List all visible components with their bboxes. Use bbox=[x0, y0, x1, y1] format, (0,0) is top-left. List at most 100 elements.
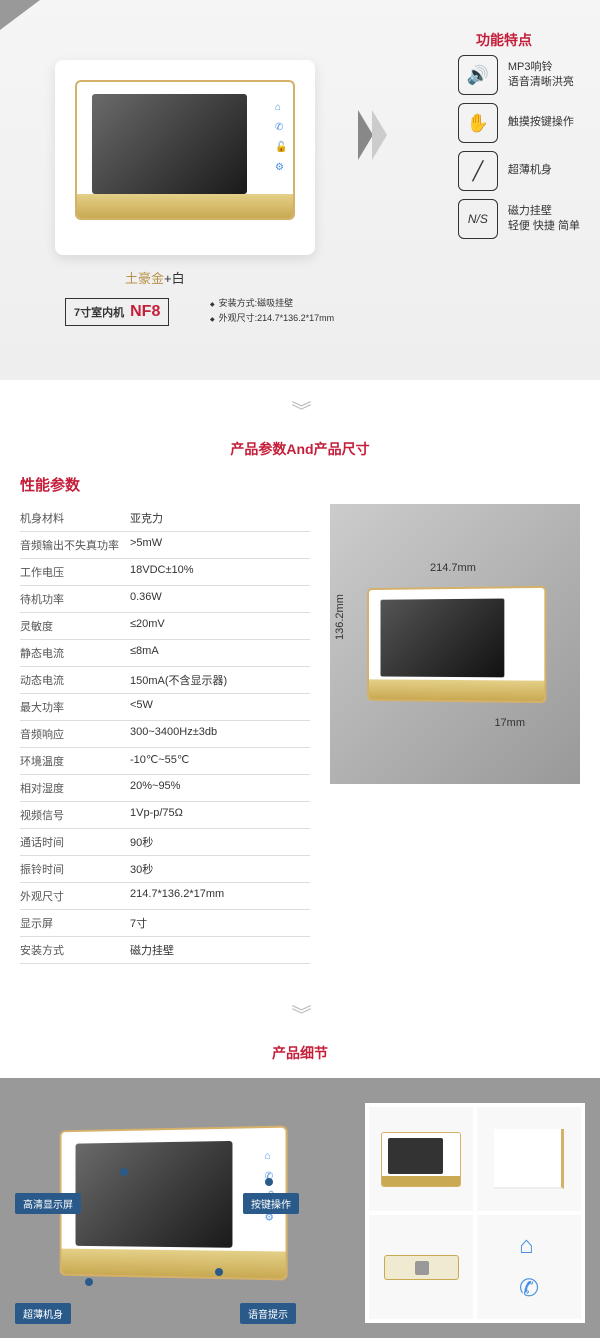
arrow-icon bbox=[360, 110, 390, 160]
spec-key: 相对湿度 bbox=[20, 780, 130, 796]
spec-value: 20%~95% bbox=[130, 780, 180, 796]
spec-row: 相对湿度20%~95% bbox=[20, 775, 310, 802]
features-heading: 功能特点 bbox=[476, 30, 532, 50]
spec-key: 视频信号 bbox=[20, 807, 130, 823]
spec-row: 动态电流150mA(不含显示器) bbox=[20, 667, 310, 694]
dim-height-label: 136.2mm bbox=[334, 594, 346, 640]
spec-row: 音频输出不失真功率>5mW bbox=[20, 532, 310, 559]
section-title-specs: 产品参数And产品尺寸 bbox=[0, 439, 600, 474]
detail-thumb bbox=[477, 1107, 581, 1211]
device-gold-band bbox=[77, 194, 293, 218]
features-list: 🔊 MP3响铃语音清晰洪亮 ✋ 触摸按键操作 ╱ 超薄机身 N/S 磁力挂壁轻便… bbox=[458, 55, 580, 239]
chevron-divider-icon: ︾ bbox=[0, 380, 600, 439]
callout-voice: 语音提示 bbox=[240, 1303, 296, 1324]
magnet-icon: N/S bbox=[458, 199, 498, 239]
spec-value: 18VDC±10% bbox=[130, 564, 194, 580]
model-badge: 7寸室内机 NF8 bbox=[65, 298, 169, 326]
device-screen bbox=[92, 94, 247, 194]
spec-key: 音频输出不失真功率 bbox=[20, 537, 130, 553]
spec-value: 30秒 bbox=[130, 861, 153, 877]
dim-device-mock bbox=[367, 585, 546, 702]
detail-thumb bbox=[369, 1107, 473, 1211]
dim-width-label: 214.7mm bbox=[430, 562, 476, 574]
spec-key: 静态电流 bbox=[20, 645, 130, 661]
product-showcase: ⌂✆🔓⚙ bbox=[55, 60, 315, 255]
spec-row: 机身材料亚克力 bbox=[20, 505, 310, 532]
specs-table: 机身材料亚克力音频输出不失真功率>5mW工作电压18VDC±10%待机功率0.3… bbox=[20, 505, 310, 964]
home-icon: ⌂ bbox=[519, 1232, 539, 1260]
device-touch-icons: ⌂✆🔓⚙ bbox=[275, 102, 285, 172]
model-code: NF8 bbox=[130, 303, 160, 321]
spec-key: 环境温度 bbox=[20, 753, 130, 769]
model-label: 7寸室内机 bbox=[74, 304, 124, 320]
feature-item: N/S 磁力挂壁轻便 快捷 简单 bbox=[458, 199, 580, 239]
spec-value: >5mW bbox=[130, 537, 162, 553]
detail-thumb bbox=[369, 1215, 473, 1319]
feature-item: 🔊 MP3响铃语音清晰洪亮 bbox=[458, 55, 580, 95]
spec-key: 动态电流 bbox=[20, 672, 130, 688]
spec-value: 214.7*136.2*17mm bbox=[130, 888, 224, 904]
specs-heading: 性能参数 bbox=[20, 474, 310, 495]
spec-key: 机身材料 bbox=[20, 510, 130, 526]
callout-body: 超薄机身 bbox=[15, 1303, 71, 1324]
spec-key: 工作电压 bbox=[20, 564, 130, 580]
touch-icon: ✋ bbox=[458, 103, 498, 143]
spec-key: 外观尺寸 bbox=[20, 888, 130, 904]
specs-table-container: 性能参数 机身材料亚克力音频输出不失真功率>5mW工作电压18VDC±10%待机… bbox=[20, 474, 310, 964]
spec-value: -10℃~55℃ bbox=[130, 753, 189, 769]
slim-icon: ╱ bbox=[458, 151, 498, 191]
spec-row: 振铃时间30秒 bbox=[20, 856, 310, 883]
product-name: 土豪金+白 bbox=[125, 268, 185, 287]
spec-row: 外观尺寸214.7*136.2*17mm bbox=[20, 883, 310, 910]
spec-row: 静态电流≤8mA bbox=[20, 640, 310, 667]
speaker-icon: 🔊 bbox=[458, 55, 498, 95]
quick-specs: ◆安装方式:磁吸挂壁 ◆外观尺寸:214.7*136.2*17mm bbox=[210, 296, 334, 325]
spec-value: 1Vp-p/75Ω bbox=[130, 807, 183, 823]
spec-row: 工作电压18VDC±10% bbox=[20, 559, 310, 586]
hero-section: ⌂✆🔓⚙ 土豪金+白 7寸室内机 NF8 ◆安装方式:磁吸挂壁 ◆外观尺寸:21… bbox=[0, 0, 600, 380]
details-callouts: ⌂✆🔓⚙ 高清显示屏 超薄机身 按键操作 语音提示 bbox=[15, 1093, 355, 1323]
spec-key: 灵敏度 bbox=[20, 618, 130, 634]
spec-row: 视频信号1Vp-p/75Ω bbox=[20, 802, 310, 829]
spec-value: 300~3400Hz±3db bbox=[130, 726, 217, 742]
device-mock: ⌂✆🔓⚙ bbox=[75, 80, 295, 220]
spec-key: 音频响应 bbox=[20, 726, 130, 742]
spec-value: 磁力挂壁 bbox=[130, 942, 174, 958]
spec-value: ≤8mA bbox=[130, 645, 159, 661]
spec-row: 灵敏度≤20mV bbox=[20, 613, 310, 640]
specs-section: 性能参数 机身材料亚克力音频输出不失真功率>5mW工作电压18VDC±10%待机… bbox=[0, 474, 600, 984]
detail-thumb: ⌂✆ bbox=[477, 1215, 581, 1319]
spec-key: 待机功率 bbox=[20, 591, 130, 607]
details-section: ⌂✆🔓⚙ 高清显示屏 超薄机身 按键操作 语音提示 ⌂✆ bbox=[0, 1078, 600, 1338]
spec-row: 通话时间90秒 bbox=[20, 829, 310, 856]
chevron-divider-icon: ︾ bbox=[0, 984, 600, 1043]
spec-row: 最大功率<5W bbox=[20, 694, 310, 721]
spec-row: 环境温度-10℃~55℃ bbox=[20, 748, 310, 775]
spec-value: 0.36W bbox=[130, 591, 162, 607]
spec-key: 通话时间 bbox=[20, 834, 130, 850]
spec-key: 最大功率 bbox=[20, 699, 130, 715]
phone-icon: ✆ bbox=[519, 1274, 539, 1303]
callout-buttons: 按键操作 bbox=[243, 1193, 299, 1214]
spec-key: 显示屏 bbox=[20, 915, 130, 931]
spec-value: 7寸 bbox=[130, 915, 147, 931]
spec-key: 振铃时间 bbox=[20, 861, 130, 877]
spec-value: 90秒 bbox=[130, 834, 153, 850]
spec-key: 安装方式 bbox=[20, 942, 130, 958]
spec-row: 待机功率0.36W bbox=[20, 586, 310, 613]
details-grid: ⌂✆ bbox=[365, 1103, 585, 1323]
spec-row: 安装方式磁力挂壁 bbox=[20, 937, 310, 964]
spec-value: 150mA(不含显示器) bbox=[130, 672, 227, 688]
feature-item: ╱ 超薄机身 bbox=[458, 151, 580, 191]
spec-value: <5W bbox=[130, 699, 153, 715]
corner-graphic bbox=[0, 0, 40, 30]
section-title-details: 产品细节 bbox=[0, 1043, 600, 1078]
feature-item: ✋ 触摸按键操作 bbox=[458, 103, 580, 143]
spec-value: 亚克力 bbox=[130, 510, 163, 526]
spec-row: 显示屏7寸 bbox=[20, 910, 310, 937]
callout-screen: 高清显示屏 bbox=[15, 1193, 81, 1214]
dimensions-figure: 214.7mm 136.2mm 17mm bbox=[330, 504, 580, 784]
dim-depth-label: 17mm bbox=[494, 717, 525, 729]
spec-row: 音频响应300~3400Hz±3db bbox=[20, 721, 310, 748]
spec-value: ≤20mV bbox=[130, 618, 165, 634]
